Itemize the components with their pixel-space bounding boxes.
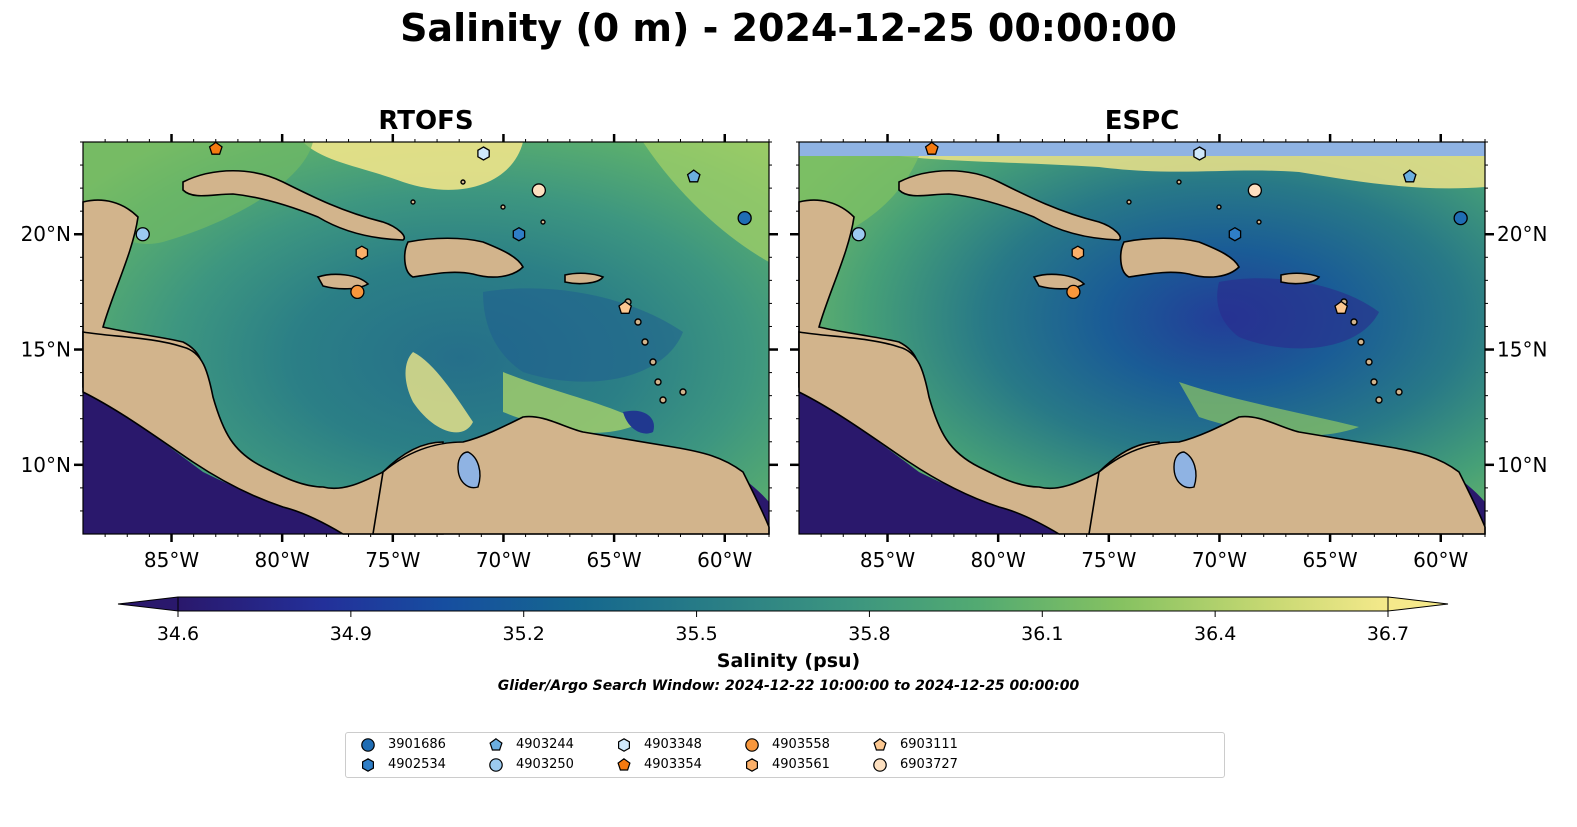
float-marker-4903558 xyxy=(350,284,365,300)
lon-tick-label: 80°W xyxy=(971,548,1026,572)
colorbar-tick-label: 35.5 xyxy=(675,623,717,645)
lat-tick-label: 20°N xyxy=(21,222,71,246)
float-markers xyxy=(851,141,1468,314)
lon-tick-label: 80°W xyxy=(255,548,310,572)
legend-marker-icon xyxy=(873,738,887,751)
float-marker-4903244 xyxy=(686,169,701,183)
map-panel-rtofs xyxy=(82,141,770,535)
lat-tick-label: 15°N xyxy=(1497,338,1547,362)
lon-tick-label: 85°W xyxy=(860,548,915,572)
colorbar-tick-label: 35.2 xyxy=(503,623,545,645)
float-marker-4903558 xyxy=(1066,284,1081,300)
lon-tick-label: 65°W xyxy=(1302,548,1357,572)
legend-marker-icon xyxy=(617,738,630,752)
legend-marker-icon xyxy=(361,758,374,772)
colorbar-extend-max xyxy=(1387,596,1449,612)
float-marker-6903727 xyxy=(531,183,547,198)
legend-label: 4903354 xyxy=(644,757,702,772)
figure-title: Salinity (0 m) - 2024-12-25 00:00:00 xyxy=(400,6,1177,50)
float-marker-3901686 xyxy=(1453,210,1468,226)
float-marker-4903250 xyxy=(851,227,866,242)
float-marker-4902534 xyxy=(512,226,526,242)
legend-label: 6903111 xyxy=(900,737,958,752)
legend-label: 4903348 xyxy=(644,737,702,752)
colorbar-label: Salinity (psu) xyxy=(716,650,861,672)
float-marker-4903250 xyxy=(135,227,150,242)
legend-label: 4902534 xyxy=(388,757,446,772)
search-window-text: Glider/Argo Search Window: 2024-12-22 10… xyxy=(497,678,1080,694)
lat-tick-label: 20°N xyxy=(1497,222,1547,246)
map-panel-espc xyxy=(798,141,1486,535)
float-marker-4903561 xyxy=(1071,245,1085,260)
panel-title-rtofs: RTOFS xyxy=(378,106,474,136)
colorbar-tick-label: 34.9 xyxy=(330,623,372,645)
missing-data-band xyxy=(799,142,1485,156)
lon-tick-label: 85°W xyxy=(144,548,199,572)
legend-label: 6903727 xyxy=(900,757,958,772)
float-marker-4903354 xyxy=(208,141,223,155)
float-markers xyxy=(135,141,752,314)
float-legend: 3901686 4902534 4903244 4903250 4903348 49033… xyxy=(345,732,1225,778)
panel-frame xyxy=(798,141,1486,535)
float-marker-4902534 xyxy=(1228,226,1242,242)
lon-tick-label: 60°W xyxy=(697,548,752,572)
lat-tick-label: 10°N xyxy=(21,453,71,477)
lat-tick-label: 15°N xyxy=(21,338,71,362)
lon-tick-label: 65°W xyxy=(586,548,641,572)
float-marker-4903561 xyxy=(355,245,369,260)
lon-tick-label: 75°W xyxy=(365,548,420,572)
lon-tick-label: 60°W xyxy=(1413,548,1468,572)
legend-marker-icon xyxy=(617,758,631,771)
colorbar-bar xyxy=(177,596,1389,612)
float-marker-6903111 xyxy=(618,300,633,314)
legend-marker-icon xyxy=(489,738,503,751)
lon-tick-label: 70°W xyxy=(1192,548,1247,572)
colorbar-tick-label: 35.8 xyxy=(848,623,890,645)
legend-marker-icon xyxy=(361,738,375,752)
float-marker-6903727 xyxy=(1247,183,1263,198)
colorbar-tick-label: 34.6 xyxy=(157,623,199,645)
colorbar-tick-label: 36.1 xyxy=(1021,623,1063,645)
legend-label: 4903561 xyxy=(772,757,830,772)
float-marker-4903354 xyxy=(924,141,939,155)
panel-title-espc: ESPC xyxy=(1104,106,1180,136)
legend-label: 3901686 xyxy=(388,737,446,752)
legend-label: 4903558 xyxy=(772,737,830,752)
legend-label: 4903244 xyxy=(516,737,574,752)
float-marker-4903348 xyxy=(477,146,490,161)
colorbar: 34.6 34.9 35.2 35.5 35.8 36.1 36.4 36.7 xyxy=(117,596,1449,645)
axes-layer: 85°W 80°W 75°W 70°W 65°W 60°W 20°N 15°N 10°N 85°W… xyxy=(21,134,1547,572)
float-marker-3901686 xyxy=(737,210,752,226)
lon-tick-label: 75°W xyxy=(1081,548,1136,572)
lat-tick-label: 10°N xyxy=(1497,453,1547,477)
legend-marker-icon xyxy=(745,758,758,772)
legend-marker-icon xyxy=(873,758,887,772)
float-marker-4903244 xyxy=(1402,169,1417,183)
legend-label: 4903250 xyxy=(516,757,574,772)
colorbar-tick-label: 36.7 xyxy=(1367,623,1409,645)
panel-frame xyxy=(82,141,770,535)
float-marker-6903111 xyxy=(1334,300,1349,314)
legend-marker-icon xyxy=(489,758,503,772)
legend-marker-icon xyxy=(745,738,759,752)
lon-tick-label: 70°W xyxy=(476,548,531,572)
float-marker-4903348 xyxy=(1193,146,1206,161)
colorbar-extend-min xyxy=(117,596,179,612)
colorbar-tick-label: 36.4 xyxy=(1194,623,1236,645)
